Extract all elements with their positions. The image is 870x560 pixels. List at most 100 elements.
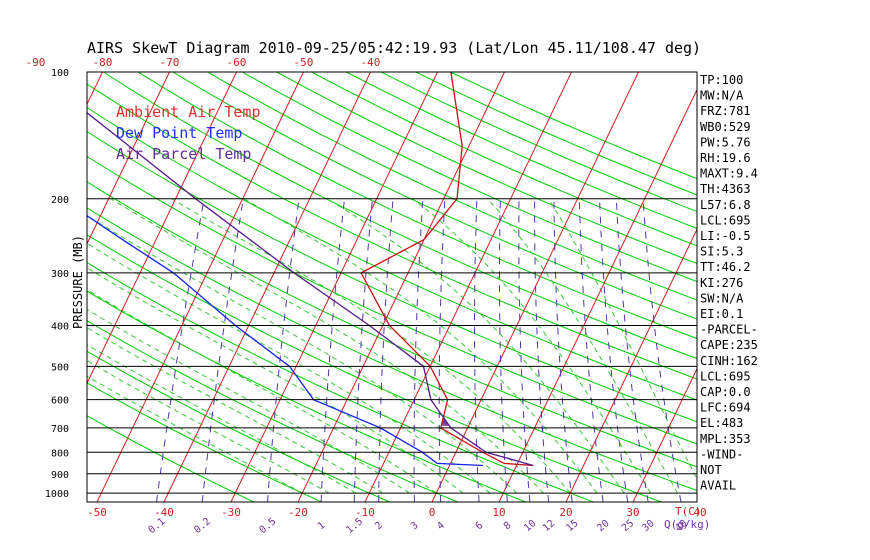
stat-line: -PARCEL- bbox=[700, 323, 758, 337]
stat-line: SI:5.3 bbox=[700, 245, 743, 259]
stat-line: WB0:529 bbox=[700, 120, 751, 134]
dry-adiabat-line bbox=[87, 207, 697, 491]
dry-adiabat-line bbox=[172, 72, 697, 320]
plot-clipped-group bbox=[0, 72, 697, 502]
isotherm-line bbox=[87, 72, 170, 245]
mixing-ratio-label: 3 bbox=[409, 520, 421, 532]
dry-adiabat-line bbox=[87, 290, 526, 502]
dry-adiabat-line bbox=[346, 72, 697, 229]
mixing-ratio-label: 12 bbox=[541, 518, 557, 534]
mixing-ratio-label: 30 bbox=[640, 518, 656, 534]
moist-adiabat-line bbox=[87, 289, 437, 494]
chart-title: AIRS SkewT Diagram 2010-09-25/05:42:19.9… bbox=[87, 39, 701, 57]
pressure-tick-label: 700 bbox=[51, 424, 69, 435]
pressure-tick-label: 100 bbox=[51, 68, 69, 79]
bottom-temp-tick-label: 0 bbox=[429, 506, 436, 519]
stat-line: EL:483 bbox=[700, 416, 743, 430]
mixing-ratio-label: 0.2 bbox=[192, 516, 213, 536]
stat-line: CAP:0.0 bbox=[700, 385, 751, 399]
dry-adiabat-line bbox=[87, 415, 255, 502]
mixing-ratio-line bbox=[578, 198, 604, 502]
stat-line: MPL:353 bbox=[700, 432, 751, 446]
stat-line: AVAIL bbox=[700, 479, 736, 493]
pressure-tick-label: 400 bbox=[51, 322, 69, 333]
mixing-ratio-label: 15 bbox=[564, 518, 580, 534]
top-temp-tick-label: -70 bbox=[160, 56, 180, 69]
stat-line: TT:46.2 bbox=[700, 260, 751, 274]
stat-line: SW:N/A bbox=[700, 291, 744, 305]
stat-line: MW:N/A bbox=[700, 89, 744, 103]
legend-entry: Ambient Air Temp bbox=[116, 103, 261, 121]
moist-adiabat-line bbox=[87, 375, 303, 494]
pressure-tick-label: 300 bbox=[51, 269, 69, 280]
dry-adiabat-line bbox=[87, 155, 697, 445]
isotherm-line bbox=[0, 72, 36, 502]
profile-line bbox=[87, 214, 484, 467]
top-temp-tick-label: -50 bbox=[294, 56, 314, 69]
top-temp-tick-label: -90 bbox=[26, 56, 46, 69]
bottom-temp-tick-label: -50 bbox=[87, 506, 107, 519]
legend-entry: Dew Point Temp bbox=[116, 124, 242, 142]
mixing-ratio-label: 10 bbox=[522, 518, 538, 534]
mixing-ratio-label: 6 bbox=[474, 520, 486, 532]
y-axis-label: PRESSURE (MB) bbox=[71, 235, 85, 329]
dry-adiabat-line bbox=[207, 72, 697, 301]
moist-adiabat-line bbox=[243, 198, 598, 494]
stat-line: -WIND- bbox=[700, 447, 743, 461]
moist-adiabat-line bbox=[87, 214, 518, 494]
mixing-ratio-label: 25 bbox=[620, 518, 636, 534]
pressure-tick-label: 1000 bbox=[45, 489, 69, 500]
isotherm-line bbox=[163, 72, 371, 502]
dry-adiabat-line bbox=[241, 72, 697, 283]
mixing-ratio-label: 2 bbox=[373, 520, 385, 532]
bottom-temp-tick-label: 20 bbox=[559, 506, 572, 519]
dry-adiabat-line bbox=[415, 72, 697, 196]
moist-adiabat-line bbox=[87, 308, 410, 494]
dry-adiabat-line bbox=[380, 72, 697, 213]
dry-adiabat-line bbox=[87, 181, 697, 468]
pressure-tick-label: 500 bbox=[51, 362, 69, 373]
mixing-ratio-line bbox=[156, 198, 205, 502]
stat-line: NOT bbox=[700, 463, 722, 477]
moist-adiabat-line bbox=[171, 198, 571, 494]
moist-adiabat-line bbox=[87, 267, 464, 494]
moist-adiabat-line bbox=[87, 360, 330, 494]
dry-adiabat-line bbox=[87, 106, 697, 401]
profile-line bbox=[360, 72, 534, 467]
mixing-ratio-unit-label: Q(g/kg) bbox=[664, 518, 710, 531]
mixing-ratio-label: 0.1 bbox=[146, 516, 167, 536]
bottom-temp-tick-label: -10 bbox=[355, 506, 375, 519]
bottom-temp-tick-label: -40 bbox=[154, 506, 174, 519]
dry-adiabat-line bbox=[450, 72, 697, 180]
mixing-ratio-label: 1.5 bbox=[344, 516, 365, 536]
stat-line: LCL:695 bbox=[700, 213, 751, 227]
isotherm-line bbox=[565, 228, 697, 502]
mixing-ratio-label: 0.5 bbox=[258, 516, 279, 536]
mixing-ratio-line bbox=[599, 198, 629, 502]
plot-frame bbox=[86, 71, 698, 503]
stat-line: CINH:162 bbox=[700, 354, 758, 368]
moist-adiabat-line bbox=[487, 198, 678, 494]
stat-line: RH:19.6 bbox=[700, 151, 751, 165]
bottom-temp-tick-label: 10 bbox=[492, 506, 505, 519]
legend: Ambient Air Temp Dew Point Temp Air Parcel… bbox=[116, 103, 261, 163]
top-temp-tick-label: -80 bbox=[93, 56, 113, 69]
stat-line: LFC:694 bbox=[700, 401, 751, 415]
moist-adiabat-line bbox=[87, 242, 491, 494]
dry-adiabat-line bbox=[103, 72, 697, 360]
dry-adiabat-line bbox=[87, 261, 594, 502]
isotherm-line bbox=[297, 72, 505, 502]
isotherm-line bbox=[87, 72, 237, 385]
moist-adiabat-line bbox=[547, 198, 697, 480]
stat-line: TP:100 bbox=[700, 73, 743, 87]
isotherm-line bbox=[364, 72, 572, 502]
bottom-temp-tick-label: 30 bbox=[626, 506, 639, 519]
bottom-temp-tick-label: -30 bbox=[221, 506, 241, 519]
mixing-ratio-line bbox=[320, 198, 345, 502]
isotherm-line bbox=[498, 88, 697, 502]
isotherm-line bbox=[632, 367, 697, 502]
dry-adiabat-line bbox=[87, 382, 323, 502]
mixing-ratio-label: 1 bbox=[316, 520, 328, 532]
